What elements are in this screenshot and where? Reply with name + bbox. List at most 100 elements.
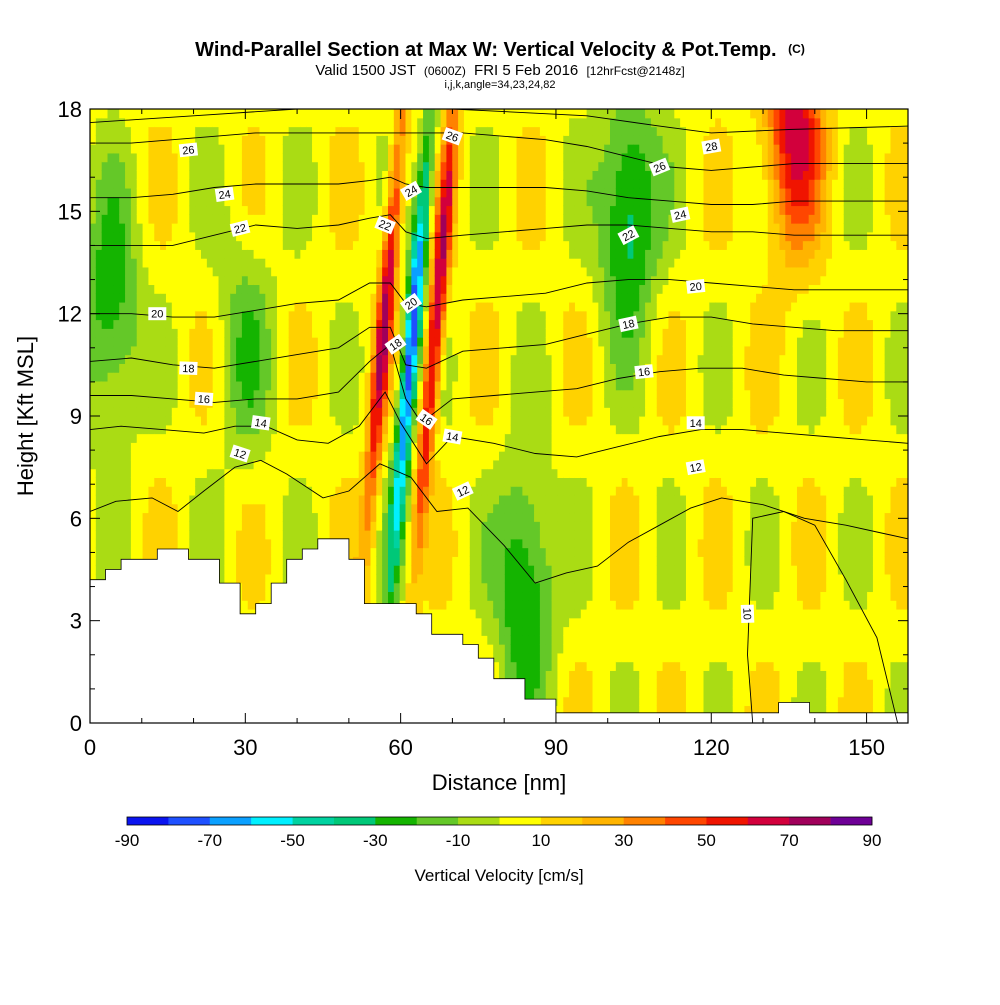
velocity-cell: [241, 328, 249, 338]
velocity-cell: [154, 398, 161, 408]
velocity-cell: [463, 310, 471, 321]
velocity-cell: [142, 547, 150, 557]
velocity-cell: [458, 442, 465, 452]
velocity-cell: [376, 503, 383, 514]
velocity-cell: [393, 144, 401, 154]
velocity-cell: [101, 301, 109, 312]
velocity-cell: [282, 293, 290, 303]
velocity-cell: [481, 468, 488, 478]
velocity-cell: [189, 205, 196, 215]
velocity-cell: [317, 337, 325, 347]
velocity-cell: [183, 442, 190, 452]
velocity-cell: [218, 372, 225, 382]
velocity-cell: [300, 468, 307, 478]
velocity-cell: [341, 459, 348, 470]
velocity-cell: [317, 109, 325, 119]
velocity-cell: [253, 380, 261, 391]
velocity-cell: [300, 416, 307, 426]
velocity-cell: [282, 310, 290, 321]
velocity-cell: [411, 512, 418, 522]
velocity-cell: [119, 354, 126, 364]
velocity-cell: [475, 407, 483, 417]
velocity-cell: [440, 626, 448, 636]
velocity-cell: [212, 512, 220, 522]
velocity-cell: [206, 530, 214, 540]
velocity-cell: [195, 416, 202, 426]
velocity-cell: [271, 389, 278, 400]
velocity-cell: [101, 117, 109, 128]
velocity-cell: [171, 451, 179, 461]
velocity-cell: [95, 407, 103, 417]
velocity-cell: [306, 258, 313, 268]
velocity-cell: [487, 652, 494, 663]
velocity-cell: [241, 345, 249, 356]
velocity-cell: [165, 521, 173, 531]
velocity-cell: [300, 205, 307, 215]
velocity-cell: [452, 293, 459, 303]
velocity-cell: [417, 407, 424, 417]
velocity-cell: [469, 328, 477, 338]
velocity-cell: [405, 451, 412, 461]
velocity-cell: [370, 152, 377, 163]
velocity-cell: [499, 161, 506, 171]
velocity-cell: [148, 231, 155, 242]
velocity-cell: [499, 530, 506, 540]
velocity-cell: [125, 380, 132, 391]
velocity-cell: [411, 556, 418, 566]
velocity-cell: [247, 407, 255, 417]
velocity-cell: [376, 249, 383, 259]
velocity-cell: [475, 608, 483, 619]
velocity-cell: [119, 301, 126, 312]
velocity-cell: [136, 521, 144, 531]
velocity-cell: [364, 486, 372, 496]
velocity-cell: [136, 442, 144, 452]
velocity-cell: [469, 319, 477, 329]
velocity-cell: [142, 354, 150, 364]
velocity-cell: [154, 538, 161, 549]
velocity-cell: [458, 319, 465, 329]
velocity-cell: [463, 214, 471, 224]
velocity-cell: [230, 433, 237, 443]
velocity-cell: [393, 249, 401, 259]
velocity-cell: [177, 284, 185, 294]
velocity-cell: [130, 512, 138, 522]
velocity-cell: [282, 530, 290, 540]
velocity-cell: [218, 380, 225, 391]
velocity-cell: [452, 573, 459, 584]
velocity-cell: [212, 310, 220, 321]
velocity-cell: [107, 398, 114, 408]
velocity-cell: [499, 293, 506, 303]
velocity-cell: [236, 512, 243, 522]
velocity-cell: [259, 266, 266, 277]
velocity-cell: [282, 503, 290, 514]
velocity-cell: [113, 538, 120, 549]
velocity-cell: [107, 556, 114, 566]
velocity-cell: [446, 565, 453, 575]
velocity-cell: [282, 170, 290, 180]
velocity-cell: [95, 126, 103, 136]
velocity-cell: [165, 266, 173, 277]
velocity-cell: [393, 556, 401, 566]
velocity-cell: [294, 389, 301, 400]
velocity-cell: [90, 345, 97, 356]
velocity-cell: [364, 337, 372, 347]
velocity-cell: [487, 337, 494, 347]
velocity-cell: [294, 284, 301, 294]
velocity-cell: [352, 442, 360, 452]
velocity-cell: [154, 284, 161, 294]
velocity-cell: [481, 477, 488, 487]
velocity-cell: [493, 161, 500, 171]
velocity-cell: [101, 547, 109, 557]
velocity-cell: [300, 293, 307, 303]
velocity-cell: [499, 258, 506, 268]
velocity-cell: [446, 266, 453, 277]
velocity-cell: [294, 494, 301, 505]
velocity-cell: [195, 205, 202, 215]
velocity-cell: [341, 231, 348, 242]
velocity-cell: [358, 152, 366, 163]
velocity-cell: [481, 416, 488, 426]
velocity-cell: [411, 223, 418, 233]
velocity-cell: [458, 617, 465, 628]
velocity-cell: [160, 223, 167, 233]
velocity-cell: [224, 494, 231, 505]
